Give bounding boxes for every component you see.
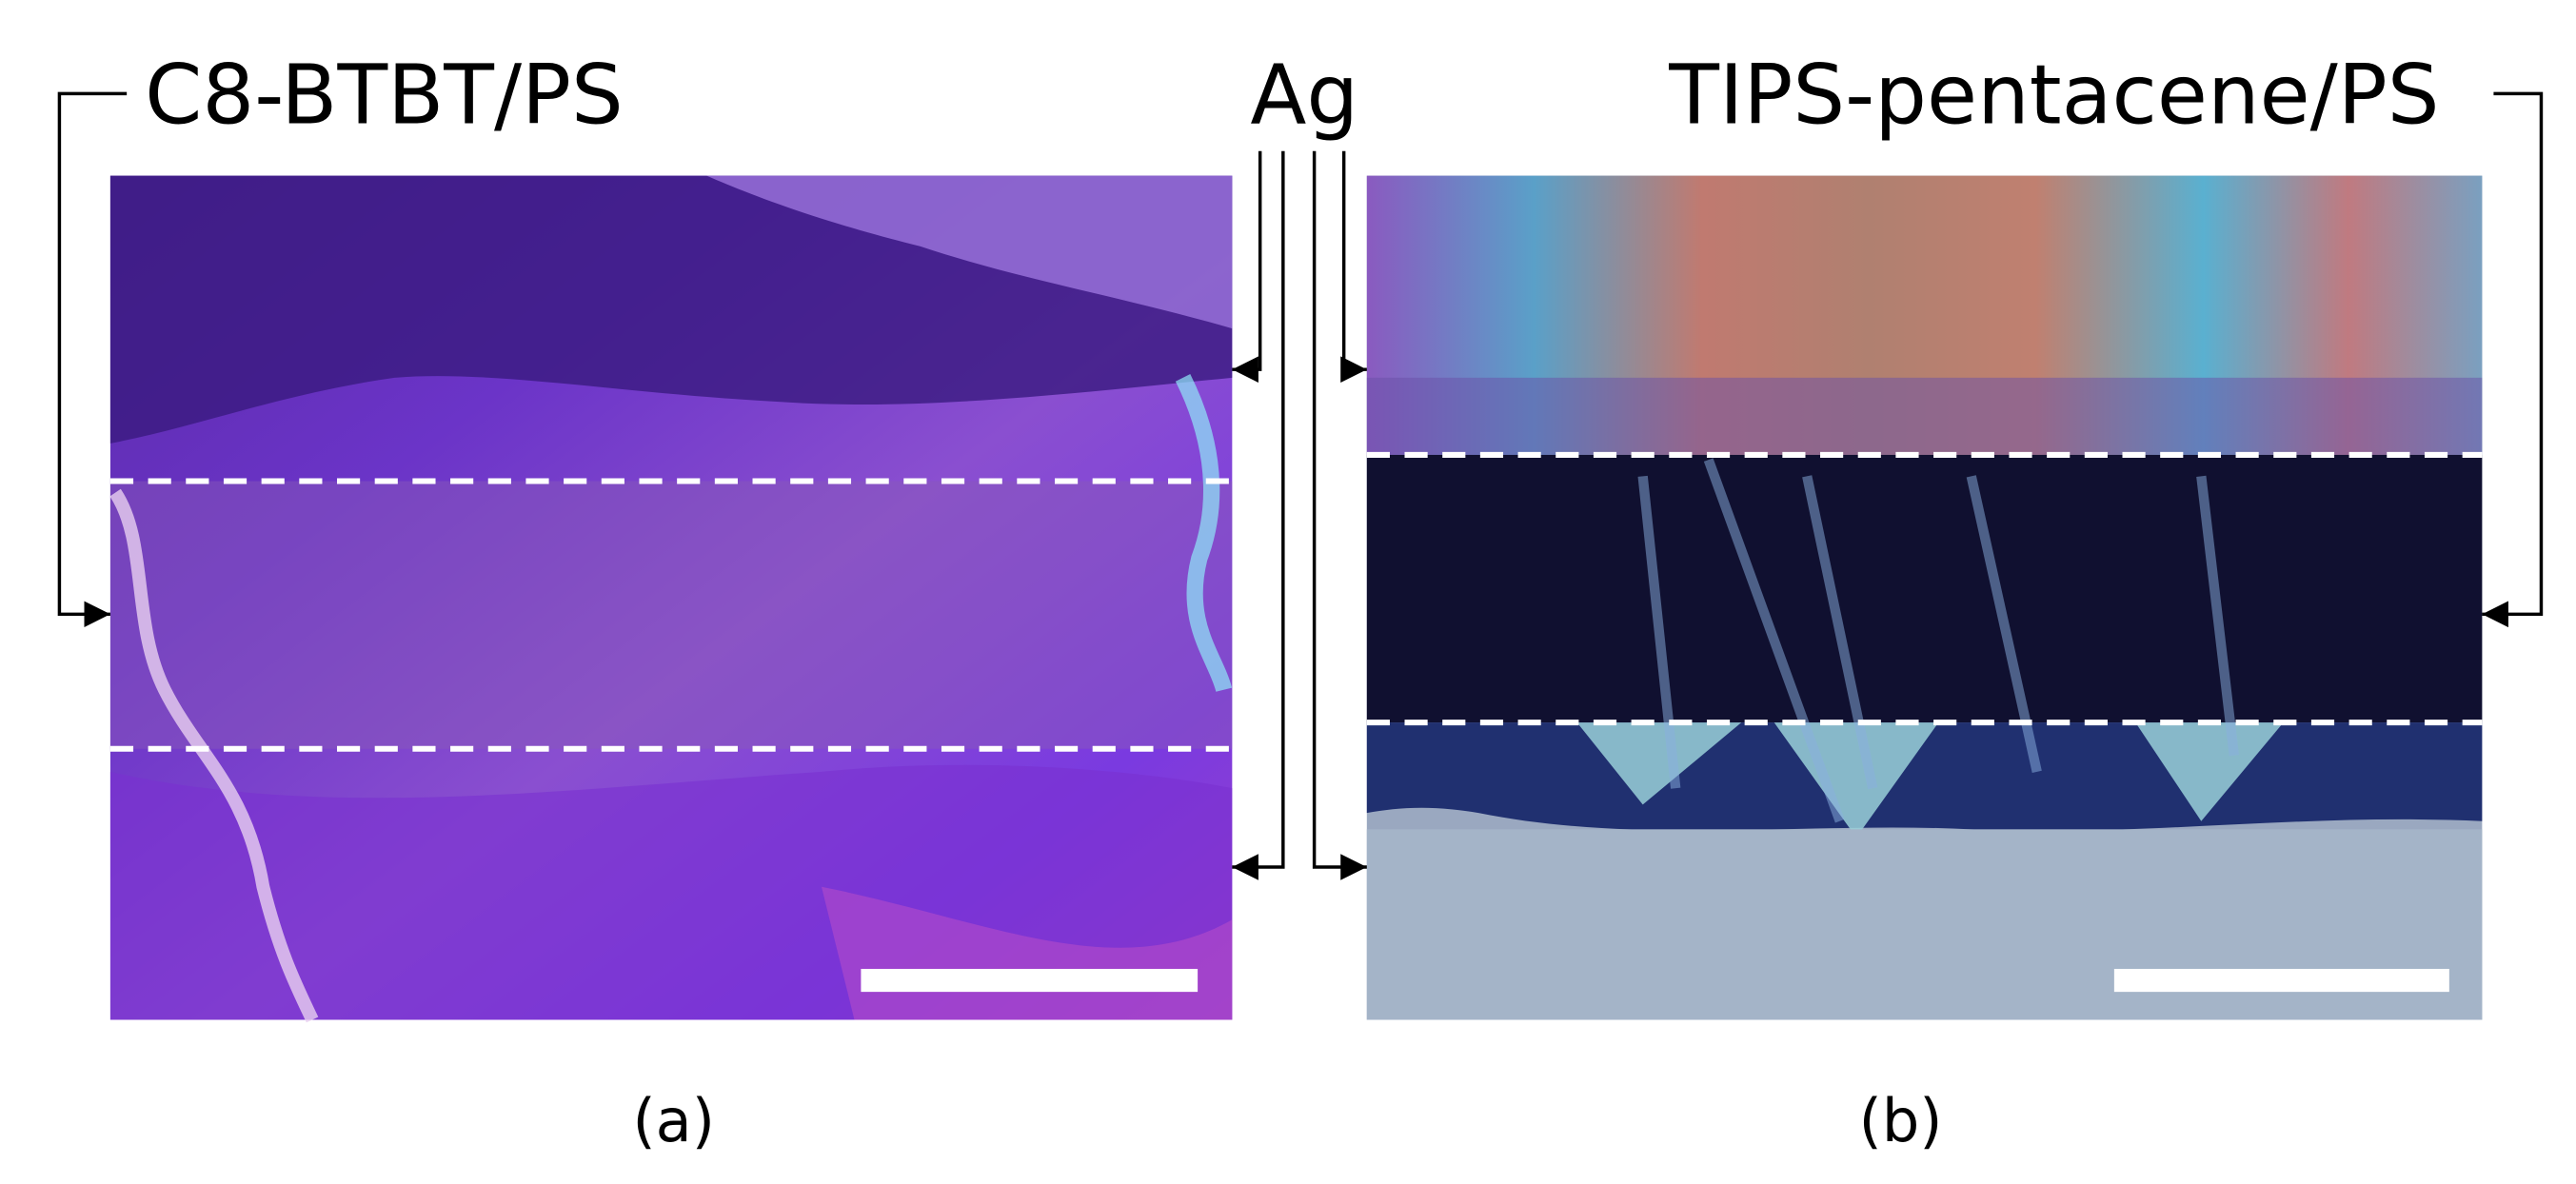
connectors xyxy=(57,91,2544,880)
panel-label: (b) xyxy=(1859,1086,1943,1155)
electrode-label: Ag xyxy=(1250,48,1358,143)
panel-title: TIPS-pentacene/PS xyxy=(1668,48,2439,143)
scale-bar xyxy=(2113,968,2449,993)
panel-title: C8-BTBT/PS xyxy=(145,48,624,143)
micrograph-a xyxy=(109,175,1233,1023)
micrograph-b xyxy=(1366,175,2483,1020)
scale-bar xyxy=(861,968,1199,993)
panel-label: (a) xyxy=(632,1086,715,1155)
